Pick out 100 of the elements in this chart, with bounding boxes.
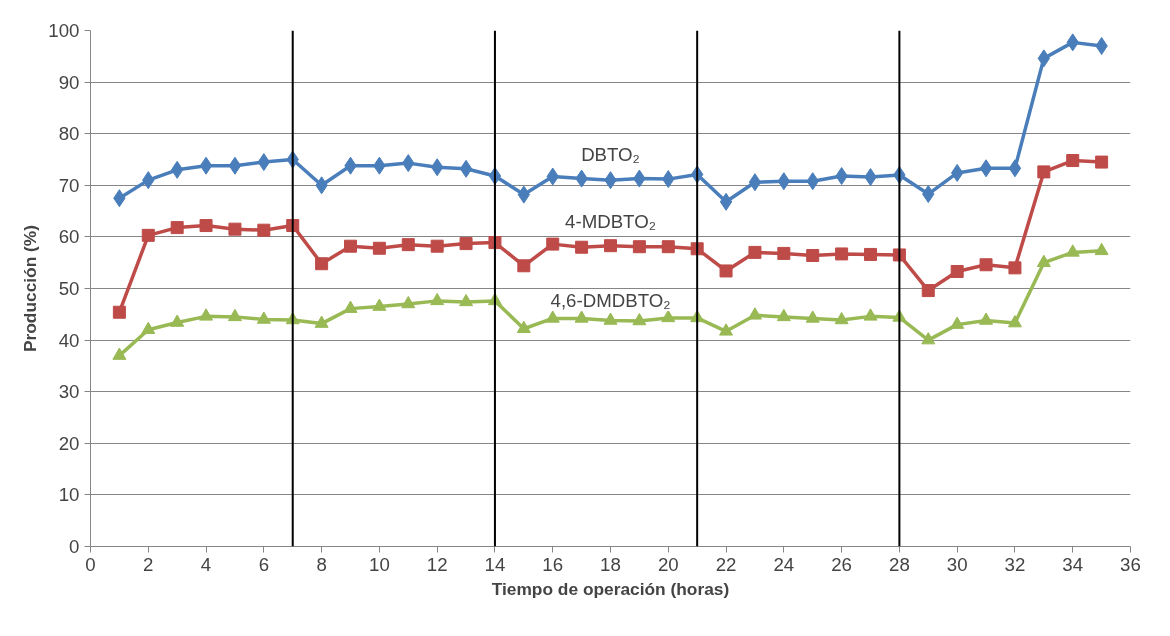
point <box>1095 155 1109 169</box>
x-tick-label: 32 <box>1004 553 1026 575</box>
point <box>517 259 531 273</box>
y-axis-title: Producción (%) <box>20 224 41 353</box>
point <box>545 310 560 323</box>
point <box>141 321 156 335</box>
x-tick-label: 22 <box>715 553 737 575</box>
point <box>170 314 185 327</box>
x-tick-label: 4 <box>200 553 212 575</box>
y-tick-label: 90 <box>58 71 80 93</box>
point <box>835 247 849 261</box>
point <box>777 246 791 260</box>
y-tick-label: 10 <box>58 484 80 506</box>
point <box>979 159 993 178</box>
point <box>979 258 993 272</box>
point <box>401 295 416 309</box>
y-tick-label: 40 <box>58 329 80 351</box>
y-tick-label: 70 <box>58 174 80 196</box>
y-tick-label: 0 <box>69 536 80 557</box>
point <box>806 248 820 262</box>
point <box>574 310 589 323</box>
point <box>343 300 358 313</box>
point <box>199 308 214 321</box>
point <box>344 239 357 253</box>
point <box>372 241 386 255</box>
y-tick-label: 30 <box>58 381 80 403</box>
point <box>228 222 242 236</box>
point <box>834 311 849 325</box>
point <box>314 315 329 328</box>
x-tick-label: 8 <box>316 553 327 575</box>
point <box>257 223 271 237</box>
y-tick-label: 100 <box>48 20 80 41</box>
point <box>1066 154 1080 168</box>
point <box>921 332 936 345</box>
point <box>950 264 964 278</box>
x-axis-title: Tiempo de operación (horas) <box>491 578 730 599</box>
point <box>921 284 935 298</box>
point <box>430 239 444 253</box>
point <box>199 219 213 233</box>
point <box>459 293 474 307</box>
point <box>661 309 676 323</box>
point <box>747 307 762 320</box>
point <box>950 316 965 329</box>
point <box>1094 242 1109 256</box>
y-tick-label: 50 <box>58 278 80 299</box>
x-tick-label: 0 <box>85 553 96 575</box>
point <box>719 192 733 211</box>
point <box>632 240 646 254</box>
point <box>459 237 473 251</box>
point <box>632 313 647 326</box>
point <box>719 264 733 278</box>
point <box>776 308 791 322</box>
y-tick-label: 80 <box>58 123 80 145</box>
point <box>112 305 126 319</box>
x-tick-label: 28 <box>889 553 910 575</box>
series-label: DBTO₂ <box>581 143 640 165</box>
point <box>516 320 531 333</box>
point <box>863 308 878 321</box>
x-tick-label: 30 <box>946 553 968 575</box>
point <box>430 292 445 306</box>
y-tick-label: 20 <box>58 432 80 454</box>
point <box>1037 165 1051 179</box>
x-tick-label: 2 <box>143 553 154 575</box>
x-tick-label: 34 <box>1062 553 1084 575</box>
x-tick-label: 12 <box>426 553 448 575</box>
point <box>864 247 877 261</box>
point <box>199 156 213 175</box>
point <box>805 310 820 323</box>
point <box>604 239 617 253</box>
point <box>1065 244 1080 257</box>
x-tick-label: 16 <box>542 553 564 575</box>
x-tick-label: 24 <box>773 553 795 575</box>
point <box>1007 315 1022 328</box>
point <box>719 323 734 336</box>
point <box>546 237 560 251</box>
point <box>748 173 762 192</box>
x-tick-label: 20 <box>657 553 679 575</box>
point <box>661 240 675 254</box>
x-tick-label: 6 <box>258 553 270 575</box>
y-tick-label: 60 <box>58 226 80 248</box>
x-tick-label: 36 <box>1120 553 1141 575</box>
point <box>1036 254 1051 267</box>
x-tick-label: 10 <box>369 553 390 575</box>
point <box>1008 159 1022 178</box>
point <box>228 156 242 175</box>
series-label: 4,6-DMDBTO₂ <box>550 289 671 311</box>
point <box>603 312 618 325</box>
point <box>315 257 329 271</box>
point <box>170 221 184 235</box>
x-tick-label: 18 <box>600 553 621 575</box>
series-label: 4-MDBTO₂ <box>565 211 656 233</box>
point <box>256 311 271 324</box>
point <box>372 298 387 311</box>
point <box>459 159 473 178</box>
point <box>401 238 415 252</box>
point <box>227 308 242 322</box>
point <box>1008 261 1022 275</box>
point <box>141 228 155 242</box>
point <box>112 347 127 360</box>
x-tick-label: 14 <box>484 553 506 575</box>
